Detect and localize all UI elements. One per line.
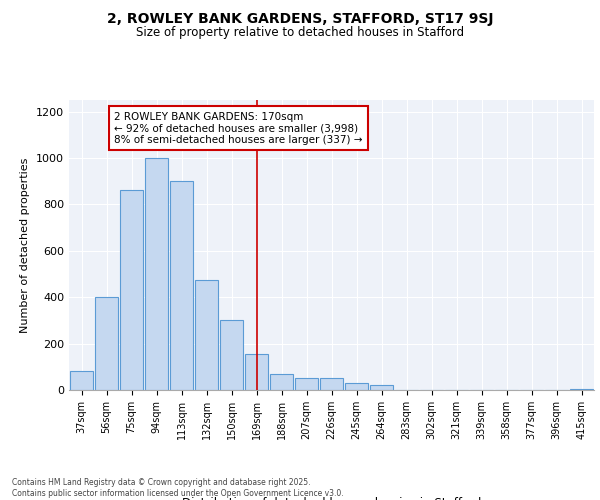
Text: 2 ROWLEY BANK GARDENS: 170sqm
← 92% of detached houses are smaller (3,998)
8% of: 2 ROWLEY BANK GARDENS: 170sqm ← 92% of d… bbox=[114, 112, 362, 145]
Text: Size of property relative to detached houses in Stafford: Size of property relative to detached ho… bbox=[136, 26, 464, 39]
Bar bbox=[70, 372, 94, 390]
Bar bbox=[569, 389, 593, 390]
Text: Contains HM Land Registry data © Crown copyright and database right 2025.
Contai: Contains HM Land Registry data © Crown c… bbox=[12, 478, 344, 498]
Bar bbox=[295, 378, 319, 390]
Bar bbox=[344, 383, 368, 390]
Bar bbox=[170, 181, 193, 390]
Bar bbox=[269, 374, 293, 390]
X-axis label: Distribution of detached houses by size in Stafford: Distribution of detached houses by size … bbox=[182, 498, 481, 500]
Bar bbox=[320, 378, 343, 390]
Bar bbox=[145, 158, 169, 390]
Y-axis label: Number of detached properties: Number of detached properties bbox=[20, 158, 31, 332]
Text: 2, ROWLEY BANK GARDENS, STAFFORD, ST17 9SJ: 2, ROWLEY BANK GARDENS, STAFFORD, ST17 9… bbox=[107, 12, 493, 26]
Bar bbox=[194, 280, 218, 390]
Bar bbox=[95, 297, 118, 390]
Bar bbox=[119, 190, 143, 390]
Bar bbox=[220, 320, 244, 390]
Bar bbox=[245, 354, 268, 390]
Bar bbox=[370, 386, 394, 390]
